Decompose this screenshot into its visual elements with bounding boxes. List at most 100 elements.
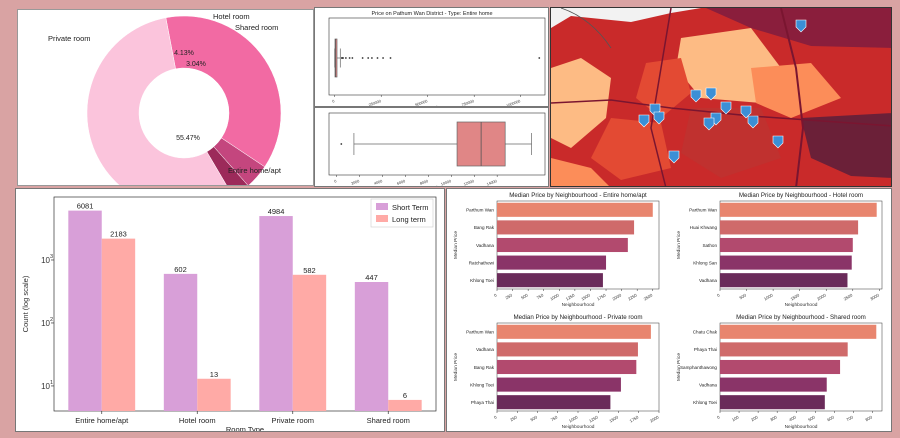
boxplot-outlier — [371, 57, 373, 59]
boxplot-tick-label: 1000000 — [506, 99, 521, 107]
boxplot-tick-label: 8000 — [419, 179, 428, 186]
hbar-tick-label: 750 — [536, 292, 545, 300]
hbar-category-label: Khlong San — [693, 260, 717, 265]
bar — [163, 273, 198, 411]
map-marker-icon — [740, 105, 752, 119]
hbar-tick-label: 400 — [788, 414, 797, 422]
boxplot-tick-label: 14000 — [486, 179, 497, 186]
x-axis-label: Room Type — [226, 425, 264, 432]
median-price-panel: Median Price by Neighbourhood - Entire h… — [446, 188, 892, 432]
bar-value-label: 582 — [303, 266, 316, 275]
map-unmapped-area — [551, 8, 701, 28]
hbar-bar — [497, 359, 637, 375]
median-price-entire-home-chart: Median Price by Neighbourhood - Entire h… — [453, 192, 660, 308]
boxplot-frame — [328, 112, 546, 176]
hbar-bar — [720, 202, 877, 217]
hbar-tick-label: 0 — [716, 292, 721, 298]
hbar-tick-label: 1500 — [790, 292, 801, 301]
boxplot-tick-label: 4000 — [374, 179, 383, 186]
boxplot-outlier — [361, 57, 364, 59]
hbar-category-label: Bang Rak — [474, 225, 495, 230]
hbar-tick-label: 250 — [505, 292, 514, 300]
hbar-tick-label: 1000 — [763, 292, 774, 301]
hbar-bar — [720, 395, 825, 410]
hbar-bar — [720, 342, 848, 357]
hbar-category-label: Phaya Thai — [471, 400, 494, 405]
x-tick-label: Private room — [271, 416, 314, 425]
donut-chart: Private room37.36%Hotel room4.13%Shared … — [48, 12, 282, 185]
boxplot-tick-label: 250000 — [368, 99, 381, 107]
hbar-category-label: Vadhana — [699, 382, 717, 387]
map-marker-icon — [720, 101, 732, 115]
median-price-shared-room-chart: Median Price by Neighbourhood - Shared r… — [676, 314, 883, 430]
hbar-xlabel: Neighbourhood — [562, 302, 595, 308]
boxplot-outlier — [367, 57, 370, 59]
hbar-xlabel: Neighbourhood — [562, 424, 595, 430]
hbar-bar — [497, 220, 635, 235]
hbar-tick-label: 800 — [864, 414, 873, 422]
median-price-hotel-room-chart: Median Price by Neighbourhood - Hotel ro… — [676, 192, 883, 308]
hbar-tick-label: 2000 — [649, 414, 660, 423]
hbar-category-label: Parthum Wan — [466, 208, 494, 213]
hbar-tick-label: 100 — [731, 414, 740, 422]
bar — [388, 399, 422, 411]
map-road — [551, 99, 891, 127]
map-district — [636, 58, 691, 118]
map-marker-icon — [705, 87, 717, 101]
hbar-category-label: Sathon — [702, 243, 717, 248]
hbar-bar — [497, 324, 651, 339]
hbar-category-label: Vadhana — [476, 243, 494, 248]
hbar-ylabel: Median Price — [453, 353, 459, 381]
boxplot-box — [334, 38, 338, 78]
boxplot-price-detail: 0 2000 4000 6000 8000 10000 12000 14000 Price — [328, 112, 546, 186]
donut-slice-percent: 4.13% — [174, 50, 194, 57]
map-district — [751, 63, 841, 118]
hbar-category-label: Samphanthawong — [680, 365, 717, 370]
boxplot-outlier — [344, 57, 347, 59]
hbar-category-label: Khlong Toei — [693, 400, 717, 405]
legend-label: Long term — [392, 215, 426, 224]
hbar-category-label: Phaya Thai — [694, 347, 717, 352]
hbar-bar — [720, 359, 841, 375]
hbar-tick-label: 1250 — [588, 414, 599, 423]
boxplot-top-panel: Price on Pathum Wan District - Type: Ent… — [314, 7, 549, 107]
boxplot-outlier — [342, 57, 344, 59]
boxplot-entire-home-pathum-wan: Price on Pathum Wan District - Type: Ent… — [328, 11, 546, 107]
y-tick-label: 10 — [41, 319, 50, 328]
boxplot-outlier — [538, 57, 541, 59]
donut-slice-label: Private room — [48, 34, 91, 43]
hbar-bar — [497, 255, 607, 270]
hbar-tick-label: 500 — [529, 414, 538, 422]
x-tick-label: Hotel room — [179, 416, 216, 425]
boxplot-tick-label: 12000 — [463, 179, 474, 186]
y-tick-exponent: 2 — [50, 317, 53, 323]
boxplot-tick-label: 2000 — [351, 179, 360, 186]
hbar-tick-label: 750 — [550, 414, 559, 422]
hbar-tick-label: 1750 — [629, 414, 640, 423]
boxplot-outlier — [376, 57, 379, 59]
room-type-bar-panel: 10 1 10 2 10 3 Count (log scale) 6081 2183 Entire… — [15, 188, 445, 432]
hbar-category-label: Vadhana — [699, 278, 717, 283]
hbar-title: Median Price by Neighbourhood - Private … — [514, 314, 643, 321]
bar-value-label: 2183 — [110, 230, 127, 239]
boxplot-outlier — [348, 57, 351, 59]
hbar-category-label: Chatu Chak — [693, 330, 718, 335]
boxplot-frame — [328, 17, 546, 96]
hbar-bar — [720, 255, 852, 270]
hbar-bar — [720, 324, 877, 339]
boxplot-bottom-panel: 0 2000 4000 6000 8000 10000 12000 14000 Price — [314, 107, 549, 187]
hbar-title: Median Price by Neighbourhood - Entire h… — [509, 192, 647, 199]
boxplot-tick-label: 500000 — [415, 99, 428, 107]
donut-slice-label: Shared room — [235, 23, 278, 32]
hbar-category-label: Huai Khwang — [690, 225, 718, 230]
hbar-bar — [720, 220, 859, 235]
donut-slice-percent: 55.47% — [176, 135, 200, 142]
hbar-bar — [720, 237, 853, 253]
bar-value-label: 6 — [403, 391, 407, 400]
map-marker-icon — [747, 115, 759, 129]
hbar-category-label: Vadhana — [476, 347, 494, 352]
bangkok-price-map — [551, 8, 891, 186]
hbar-bar — [720, 273, 848, 288]
hbar-tick-label: 0 — [716, 414, 721, 420]
